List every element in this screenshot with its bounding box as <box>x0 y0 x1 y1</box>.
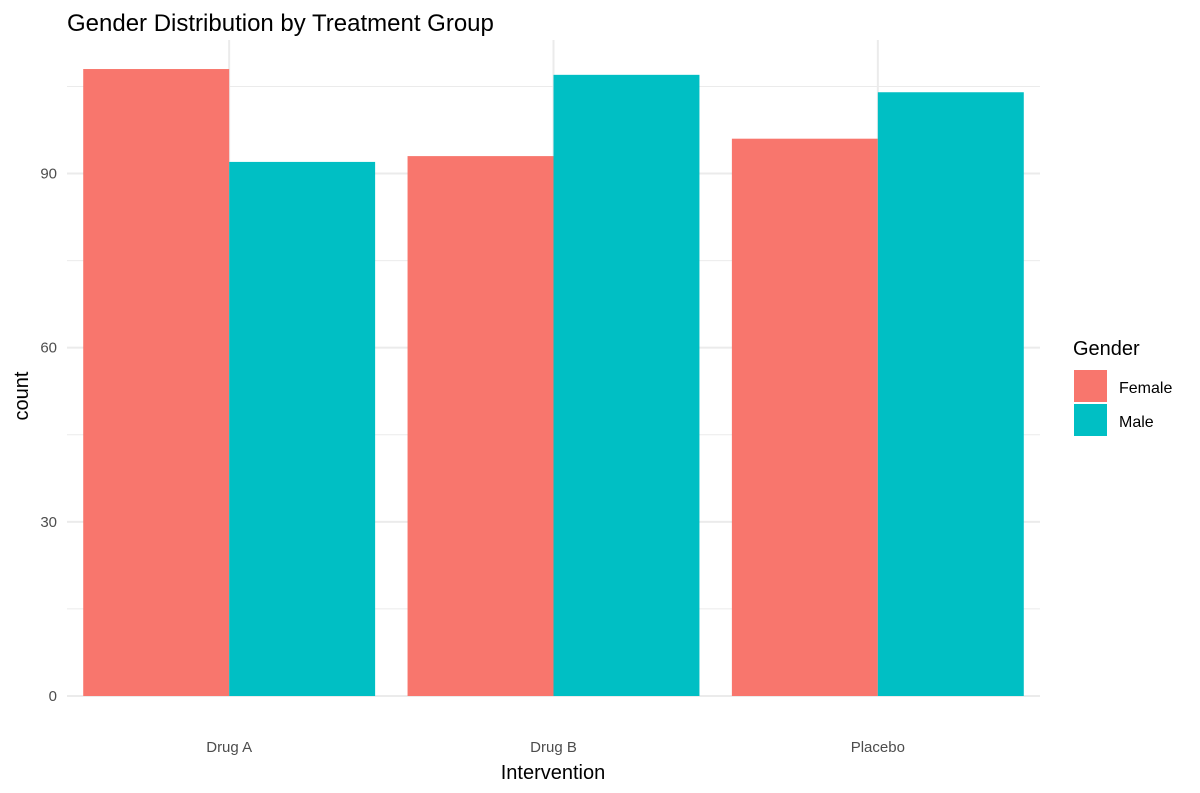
x-tick-label: Drug A <box>206 739 252 756</box>
bar-male-drug-a <box>229 161 376 696</box>
bar-female-drug-a <box>83 69 230 696</box>
legend-label-female: Female <box>1119 380 1172 397</box>
bars <box>83 69 1024 697</box>
x-tick-label: Placebo <box>851 739 905 756</box>
legend-title: Gender <box>1073 338 1140 360</box>
bar-female-placebo <box>731 138 878 697</box>
y-tick-label: 60 <box>40 340 57 357</box>
y-axis-title: count <box>11 371 33 420</box>
legend-swatch-male <box>1074 404 1107 436</box>
legend: Gender Female Male <box>1073 338 1172 436</box>
x-axis: Drug A Drug B Placebo <box>206 739 905 756</box>
chart-title: Gender Distribution by Treatment Group <box>67 10 494 37</box>
x-axis-title: Intervention <box>501 762 606 784</box>
y-tick-label: 30 <box>40 514 57 531</box>
legend-swatch-female <box>1074 370 1107 402</box>
y-tick-label: 90 <box>40 166 57 183</box>
y-tick-label: 0 <box>49 688 57 705</box>
bar-female-drug-b <box>407 156 554 696</box>
legend-label-male: Male <box>1119 414 1154 431</box>
bar-male-placebo <box>877 92 1024 696</box>
y-axis: 0 30 60 90 <box>40 166 57 705</box>
bar-male-drug-b <box>553 74 700 697</box>
x-tick-label: Drug B <box>530 739 577 756</box>
